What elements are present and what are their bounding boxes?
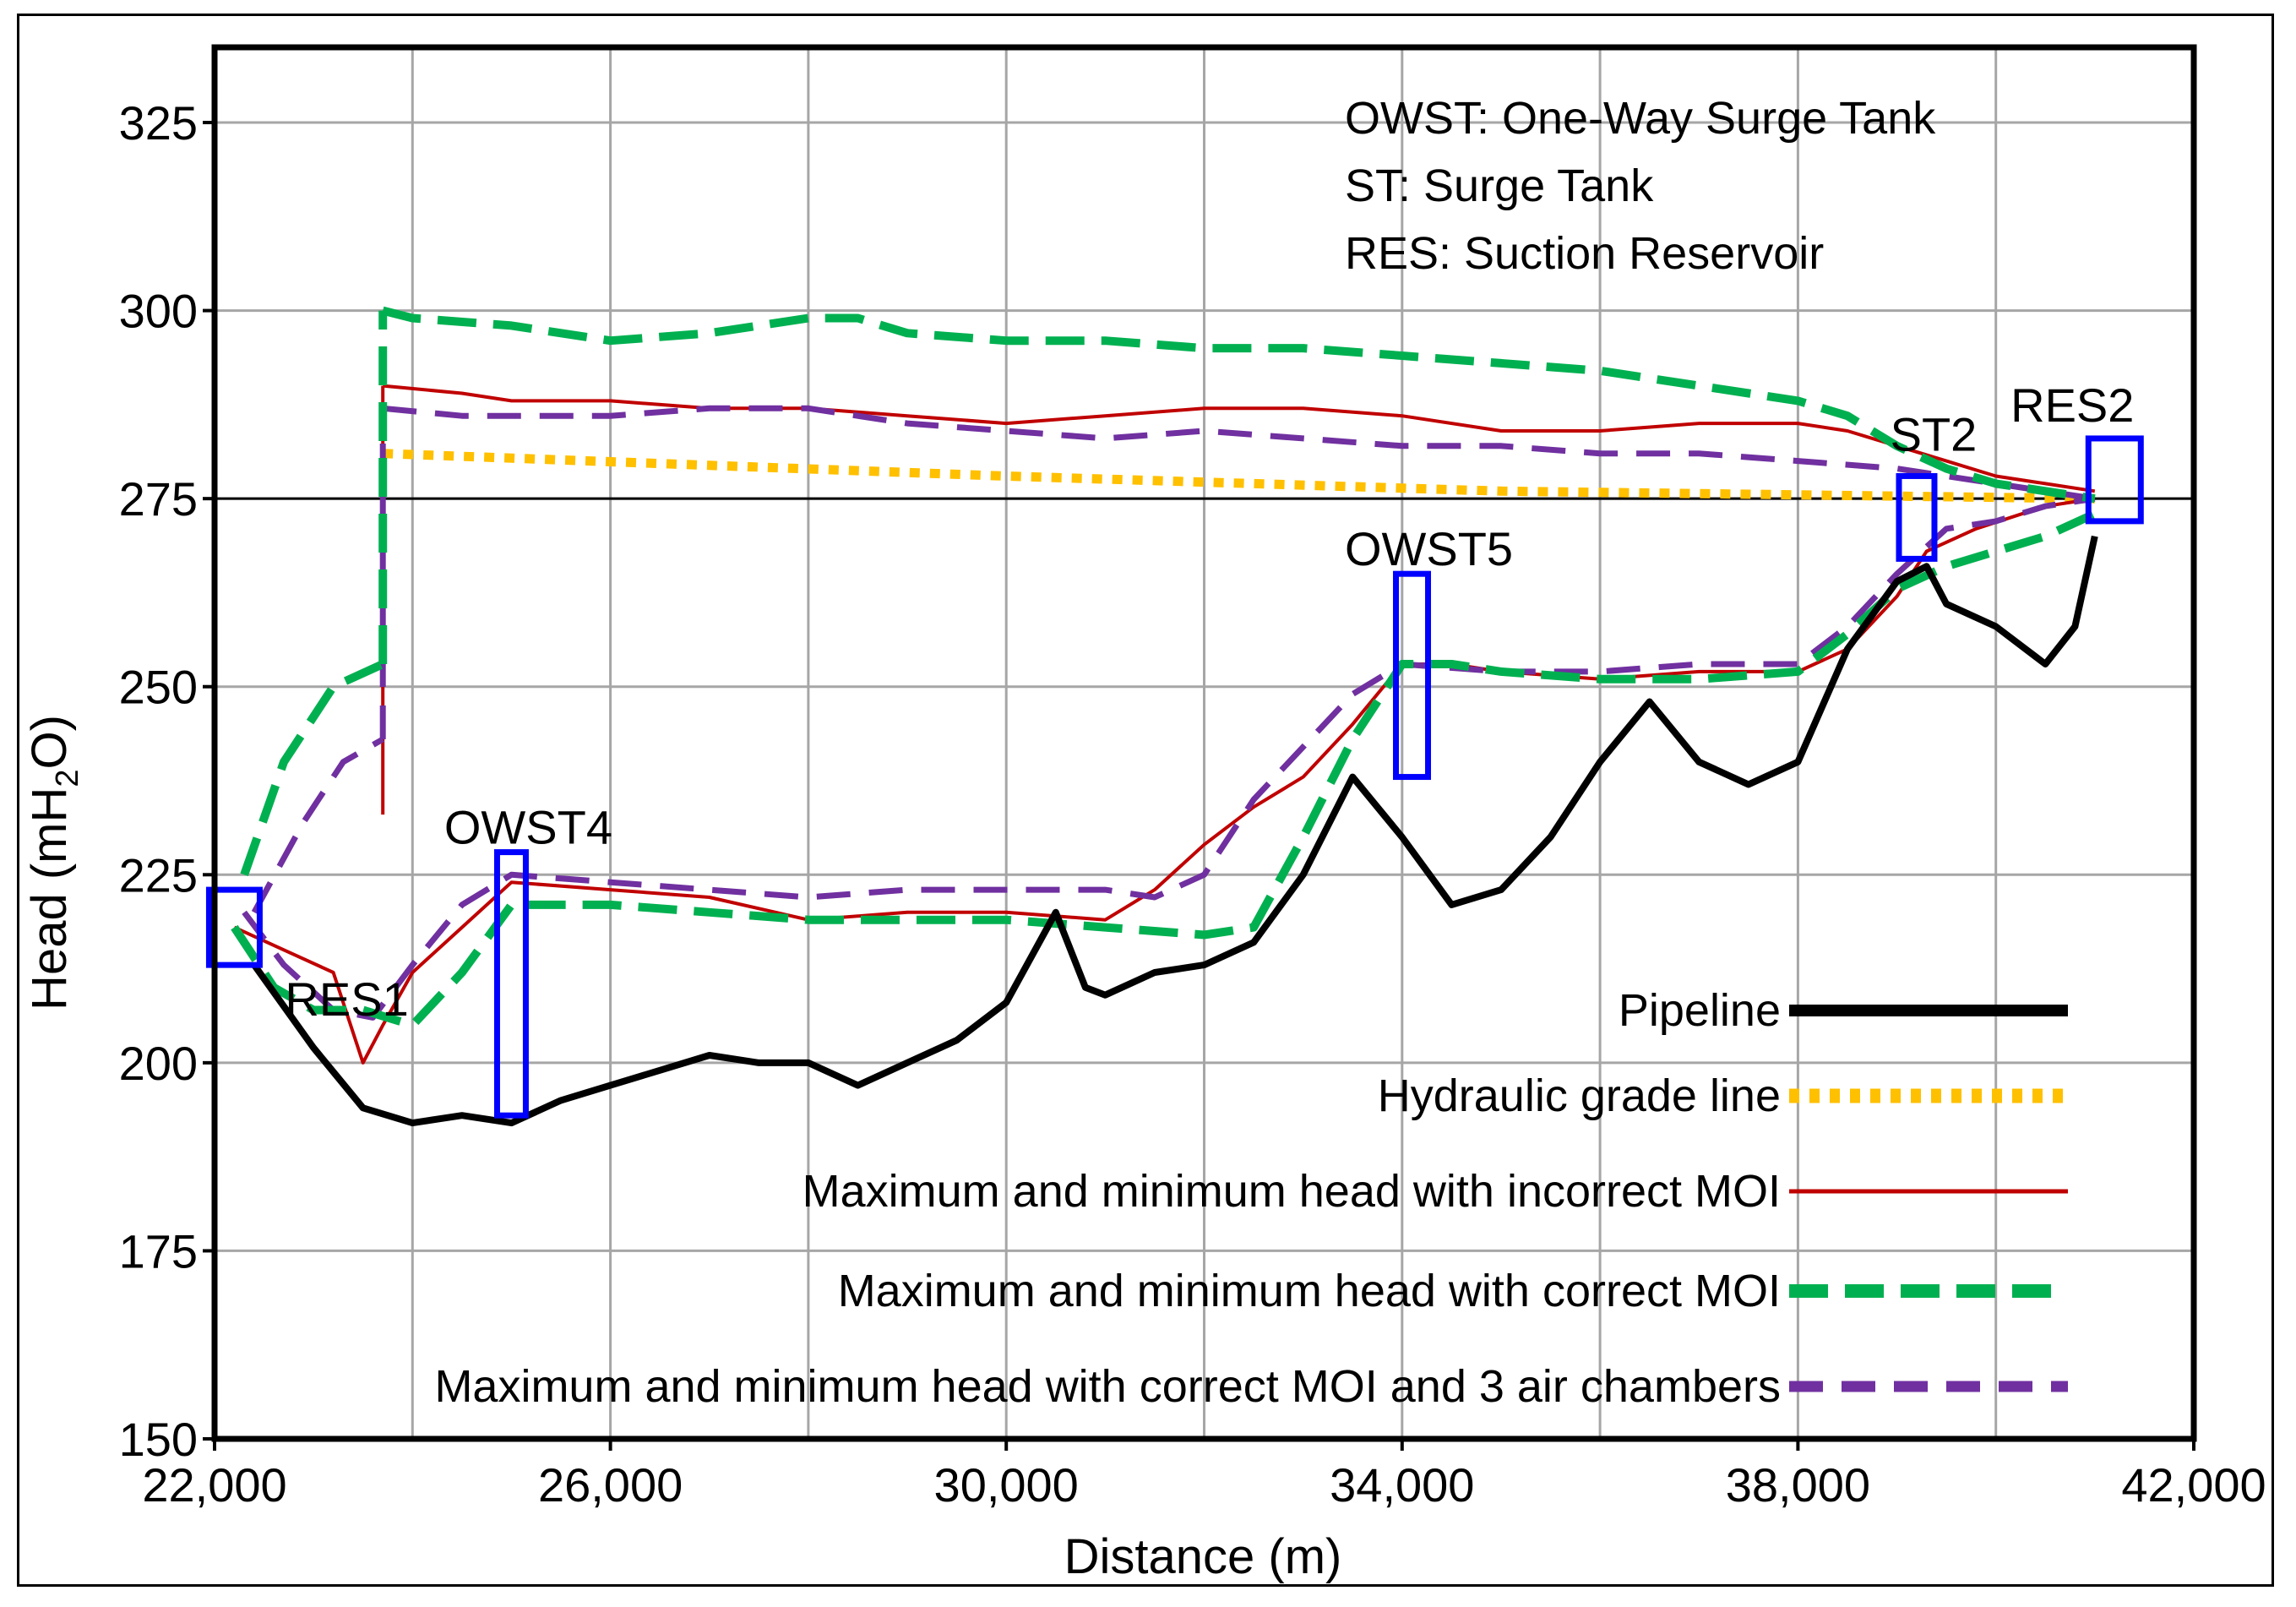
axis-ticks: 22,000 26,000 30,000 34,000 38,000 42,000 150 1… (119, 96, 2266, 1512)
y-axis-label-subscript: 2 (50, 770, 85, 787)
x-axis-label: Distance (m) (1064, 1529, 1342, 1584)
y-tick-label: 175 (119, 1224, 198, 1277)
legend-label-air: Maximum and minimum head with correct MO… (434, 1361, 1781, 1412)
abbreviation-res: RES: Suction Reservoir (1345, 228, 1824, 279)
legend-label-incorrect: Maximum and minimum head with incorrect … (803, 1166, 1781, 1217)
legend-label-correct: Maximum and minimum head with correct MO… (838, 1266, 1781, 1316)
structure-st2 (1896, 472, 1938, 562)
structure-res2 (2085, 435, 2144, 525)
y-tick-label: 250 (119, 661, 198, 714)
series-lines (231, 306, 2098, 1127)
structure-label-res1: RES1 (285, 972, 408, 1026)
series-line-incorrect (383, 384, 2096, 493)
series-line-incorrect (233, 497, 2096, 1065)
series-line-correct (240, 660, 385, 876)
x-tick-label: 42,000 (2121, 1458, 2266, 1512)
y-tick-label: 200 (119, 1037, 198, 1090)
series-line-air (242, 495, 2096, 1021)
y-tick-label: 275 (119, 472, 198, 526)
figure-frame (17, 14, 2274, 1587)
y-tick-label: 300 (119, 285, 198, 338)
y-axis-label-main: Head (mH (22, 787, 77, 1011)
abbreviation-owst: OWST: One-Way Surge Tank (1345, 93, 1936, 144)
abbreviation-st: ST: Surge Tank (1345, 161, 1654, 211)
series-line-correct (381, 306, 2096, 504)
y-tick-label: 225 (119, 848, 198, 902)
abbreviation-note: OWST: One-Way Surge Tank ST: Surge Tank … (1345, 93, 1936, 279)
x-tick-label: 26,000 (538, 1458, 683, 1512)
structure-label-owst4: OWST4 (444, 801, 612, 854)
series-line-correct (231, 509, 2097, 1030)
structure-label-res2: RES2 (2010, 379, 2134, 432)
structure-owst4 (493, 849, 529, 1119)
structures: RES1 OWST4 OWST5 ST2 RES2 (205, 379, 2144, 1119)
structure-label-owst5: OWST5 (1345, 522, 1513, 575)
plot-border (211, 44, 2197, 1442)
y-axis-label: Head (mH2O) (22, 715, 85, 1011)
structure-owst5 (1393, 570, 1432, 781)
x-tick-label: 34,000 (1330, 1458, 1474, 1512)
y-tick-label: 150 (119, 1413, 198, 1466)
legend-label-hgl: Hydraulic grade line (1378, 1070, 1781, 1121)
x-tick-label: 30,000 (934, 1458, 1079, 1512)
y-axis-label-tail: O) (22, 715, 77, 769)
x-tick-label: 22,000 (142, 1458, 286, 1512)
legend: Pipeline Hydraulic grade line Maximum and … (434, 985, 2068, 1412)
y-tick-label: 325 (119, 96, 198, 150)
series-line-pipeline (251, 535, 2098, 1127)
series-line-air (251, 736, 384, 914)
structure-res1 (205, 886, 263, 968)
legend-label-pipeline: Pipeline (1619, 985, 1781, 1036)
structure-label-st2: ST2 (1891, 407, 1978, 460)
x-tick-label: 38,000 (1726, 1458, 1870, 1512)
grid (215, 47, 2194, 1439)
series-line-hgl (383, 449, 2095, 504)
